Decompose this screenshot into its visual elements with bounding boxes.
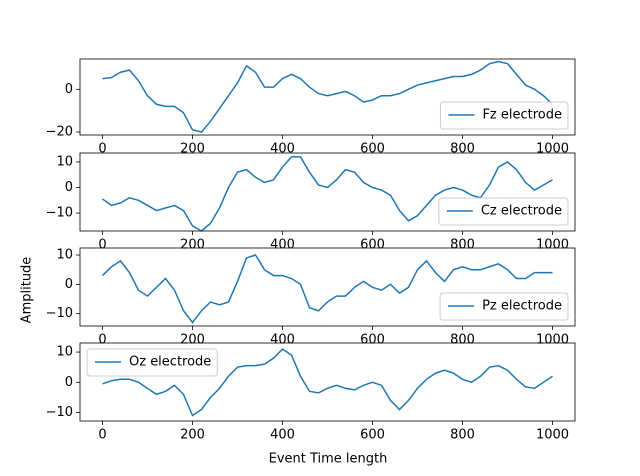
- x-tick-label: 200: [180, 238, 205, 253]
- x-tick-label: 0: [98, 238, 106, 253]
- legend-box: [439, 292, 569, 321]
- x-tick-label: 400: [270, 428, 295, 443]
- legend: Fz electrode: [439, 101, 569, 130]
- y-tick-label: −10: [46, 405, 73, 420]
- y-tick-label: −10: [46, 206, 73, 221]
- legend-label: Fz electrode: [482, 108, 562, 123]
- x-tick-label: 800: [450, 142, 475, 157]
- x-tick-label: 400: [270, 142, 295, 157]
- x-tick-label: 1000: [536, 142, 569, 157]
- x-tick-label: 1000: [536, 333, 569, 348]
- x-axis-label: Event Time length: [269, 452, 388, 467]
- y-tick-label: −20: [46, 125, 73, 140]
- x-tick-label: 800: [450, 238, 475, 253]
- legend: Oz electrode: [86, 348, 218, 377]
- y-tick-label: 10: [56, 248, 73, 263]
- legend: Pz electrode: [439, 292, 569, 321]
- line-series: [102, 348, 553, 417]
- axes-frame: [79, 58, 576, 136]
- x-tick-label: 1000: [536, 238, 569, 253]
- x-tick-label: 800: [450, 428, 475, 443]
- y-tick-label: 0: [65, 375, 73, 390]
- legend-box: [439, 101, 569, 130]
- x-tick-label: 200: [180, 333, 205, 348]
- x-tick-label: 600: [360, 428, 385, 443]
- y-tick-label: 10: [56, 154, 73, 169]
- y-tick-label: 0: [65, 82, 73, 97]
- y-tick-label: 10: [56, 345, 73, 360]
- x-tick-label: 0: [98, 142, 106, 157]
- axes-frame: [79, 152, 576, 232]
- legend: Cz electrode: [438, 197, 569, 226]
- line-series: [102, 156, 553, 232]
- legend-label: Cz electrode: [481, 204, 562, 219]
- y-tick-label: 0: [65, 277, 73, 292]
- x-tick-label: 0: [98, 333, 106, 348]
- x-tick-label: 400: [270, 238, 295, 253]
- x-tick-label: 600: [360, 142, 385, 157]
- x-tick-label: 600: [360, 238, 385, 253]
- axes-frame: [79, 342, 576, 422]
- legend-box: [86, 348, 218, 377]
- legend-label: Pz electrode: [482, 299, 562, 314]
- x-tick-label: 800: [450, 333, 475, 348]
- legend-box: [438, 197, 569, 226]
- y-axis-label: Amplitude: [20, 257, 35, 324]
- legend-label: Oz electrode: [129, 355, 211, 370]
- line-series: [101, 254, 553, 324]
- x-tick-label: 0: [98, 428, 106, 443]
- axes-frame: [79, 247, 576, 327]
- x-tick-label: 400: [270, 333, 295, 348]
- line-series: [102, 60, 554, 133]
- x-tick-label: 600: [360, 333, 385, 348]
- y-tick-label: 0: [65, 180, 73, 195]
- y-tick-label: −10: [46, 306, 73, 321]
- x-tick-label: 1000: [536, 428, 569, 443]
- x-tick-label: 200: [180, 142, 205, 157]
- x-tick-label: 200: [180, 428, 205, 443]
